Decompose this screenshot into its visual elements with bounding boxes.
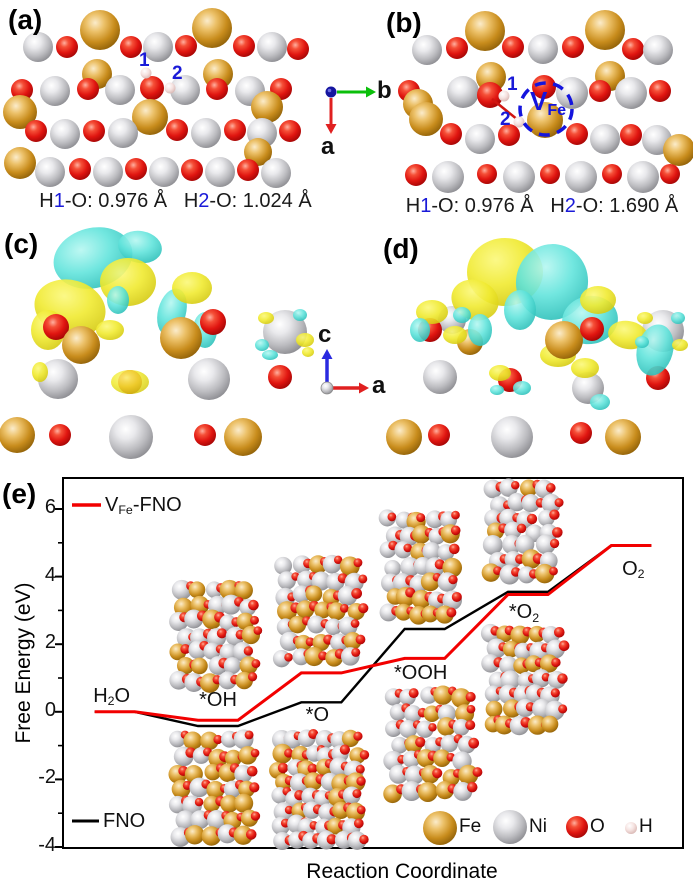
caption-text: H — [183, 190, 199, 212]
caption-text: -O: 0.976 Å — [64, 190, 168, 212]
caption-site-number: 1 — [420, 195, 432, 217]
x-axis-title: Reaction Coordinate — [306, 860, 498, 883]
caption-text: -O: 1.690 Å — [575, 195, 679, 217]
panel-a-structure — [3, 8, 309, 188]
panel-d-structure — [386, 238, 688, 458]
h-site-2-label-panel-b: 2 — [500, 109, 511, 130]
y-tick-label--4: -4 — [38, 834, 56, 856]
axes-marker-cd — [320, 349, 369, 395]
state-label-ooh: *OOH — [393, 662, 448, 685]
chart-curves — [94, 544, 652, 728]
chart-structure-insets — [168, 478, 570, 851]
axis-a2-label: a — [372, 372, 386, 399]
caption-text: -O: 0.976 Å — [431, 195, 534, 217]
axis-a-label: a — [321, 133, 335, 160]
caption-text — [534, 195, 551, 217]
fe-vacancy-label: VFe — [530, 86, 567, 119]
caption-text: H — [550, 195, 565, 217]
y-tick-label--2: -2 — [38, 766, 56, 789]
chart-legend-keys — [72, 503, 637, 845]
subscript: 2 — [532, 610, 540, 625]
axes-marker-ab — [325, 86, 376, 134]
panel-d-label: (d) — [383, 233, 419, 264]
subscript: Fe — [547, 100, 567, 119]
fe-vacancy-circle — [518, 81, 574, 137]
panel-b-caption: H1-O: 0.976 Å H2-O: 1.690 Å — [392, 195, 692, 218]
panel-c-label: (c) — [4, 228, 39, 259]
caption-text: H — [39, 190, 54, 212]
legend-fno: FNO — [103, 810, 146, 832]
atom-legend-label-ni: Ni — [529, 816, 547, 837]
panel-e-label: (e) — [2, 478, 37, 509]
h-site-1-label-panel-a: 1 — [139, 50, 150, 71]
caption-site-number: 2 — [198, 190, 210, 212]
subscript: 2 — [107, 694, 115, 709]
h-site-1-label-panel-b: 1 — [507, 74, 518, 95]
subscript: Fe — [118, 503, 133, 518]
atom-legend-label-fe: Fe — [459, 816, 482, 837]
state-label-o2: O2 — [622, 557, 645, 581]
atom-legend-label-h: H — [639, 816, 653, 837]
panel-a-caption: H1-O: 0.976 Å H2-O: 1.024 Å — [18, 190, 333, 213]
panel-b-label: (b) — [386, 7, 422, 38]
state-label-oh: *OH — [199, 689, 237, 712]
h-site-2-label-panel-a: 2 — [172, 63, 183, 84]
caption-text: H — [405, 195, 421, 217]
y-tick-label-0: 0 — [44, 698, 56, 721]
axis-b-label: b — [377, 77, 392, 104]
panel-c-structure — [0, 227, 314, 459]
y-tick-label-2: 2 — [44, 631, 56, 654]
chart-axes — [55, 477, 684, 849]
y-tick-label-4: 4 — [44, 563, 56, 586]
caption-site-number: 2 — [564, 195, 576, 217]
caption-text — [167, 190, 184, 212]
y-tick-label-6: 6 — [44, 496, 56, 518]
panel-a-label: (a) — [8, 4, 43, 35]
atom-legend-label-o: O — [590, 816, 605, 837]
state-label-o2: *O2 — [508, 601, 540, 625]
axis-c-label: c — [318, 321, 332, 348]
panel-b-structure — [398, 10, 693, 193]
legend-vfe-fno: VFe-FNO — [105, 494, 182, 518]
caption-text: -O: 1.024 Å — [209, 190, 312, 212]
curve-vfe-fno — [94, 544, 652, 722]
subscript: 2 — [637, 566, 645, 581]
state-label-h2o: H2O — [93, 684, 131, 709]
state-label-o: *O — [305, 704, 329, 727]
caption-site-number: 1 — [53, 190, 65, 212]
